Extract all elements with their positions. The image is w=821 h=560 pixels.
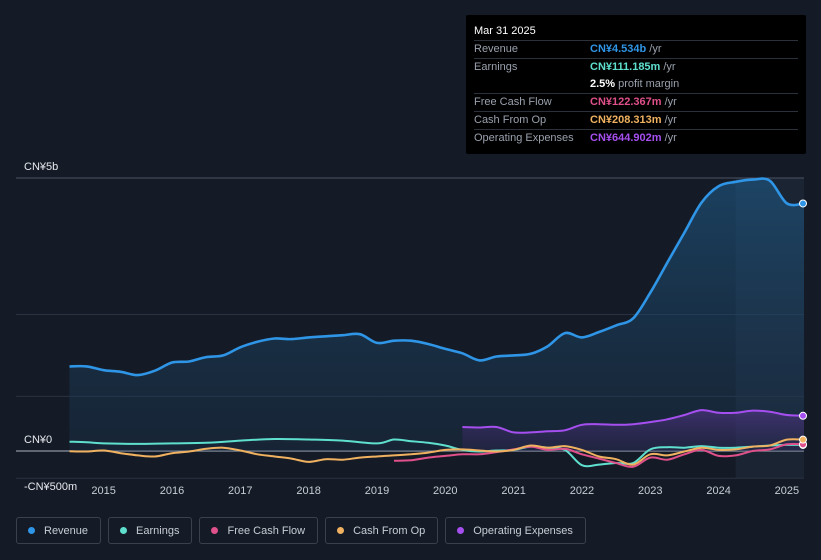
revenue-area <box>69 178 804 451</box>
legend-dot-icon <box>211 527 219 534</box>
tooltip-row-value: CN¥4.534b <box>590 43 647 55</box>
operating-expenses-line <box>462 409 805 434</box>
tooltip-row-value: CN¥111.185m <box>590 61 661 73</box>
tooltip-row-suffix: /yr <box>663 61 676 73</box>
x-tick-label: 2022 <box>569 485 595 497</box>
x-tick-label: 2018 <box>296 485 321 497</box>
legend-dot-icon <box>120 527 128 534</box>
y-tick-label: CN¥5b <box>24 161 59 173</box>
series-lines <box>69 177 805 468</box>
legend-item-revenue[interactable]: Revenue <box>16 517 102 544</box>
legend-dot-icon <box>457 527 465 534</box>
legend-label: Earnings <box>136 524 180 537</box>
cash-from-op-endpoint <box>799 435 807 444</box>
legend-label: Free Cash Flow <box>227 524 306 537</box>
tooltip-row-value: CN¥644.902m <box>590 132 662 144</box>
legend-dot-icon <box>337 527 345 534</box>
free-cash-flow-line <box>393 442 805 468</box>
tooltip-row-suffix: /yr <box>649 43 662 55</box>
tooltip-row-suffix: /yr <box>664 132 677 144</box>
operating-expenses-endpoint <box>799 411 807 420</box>
x-tick-label: 2020 <box>433 485 458 497</box>
tooltip-row-label <box>474 76 590 93</box>
x-tick-label: 2019 <box>364 485 390 497</box>
tooltip-row-suffix: profit margin <box>618 78 680 90</box>
tooltip-row: Operating Expenses CN¥644.902m/yr <box>474 129 798 147</box>
tooltip-row: 2.5% profit margin <box>474 76 798 93</box>
tooltip-row-label: Cash From Op <box>474 114 547 126</box>
tooltip-row-suffix: /yr <box>664 96 677 108</box>
tooltip-row-value: 2.5% <box>590 78 616 90</box>
operating-expenses-area <box>462 410 804 451</box>
tooltip-date: Mar 31 2025 <box>474 25 536 37</box>
tooltip-row: Free Cash Flow CN¥122.367m/yr <box>474 93 798 111</box>
cash-from-op-line <box>69 438 805 466</box>
legend-item-earnings[interactable]: Earnings <box>108 517 193 544</box>
data-tooltip: Mar 31 2025 Revenue CN¥4.534b/yr Earnings C… <box>466 15 806 154</box>
revenue-endpoint <box>799 199 807 208</box>
x-tick-label: 2016 <box>159 485 185 497</box>
legend-item-free-cash-flow[interactable]: Free Cash Flow <box>199 517 319 544</box>
chart-legend: Revenue Earnings Free Cash Flow Cash From O… <box>16 517 586 544</box>
legend-item-operating-expenses[interactable]: Operating Expenses <box>445 517 586 544</box>
x-tick-label: 2021 <box>501 485 526 497</box>
x-tick-label: 2024 <box>706 485 731 497</box>
x-tick-label: 2023 <box>638 485 663 497</box>
legend-item-cash-from-op[interactable]: Cash From Op <box>325 517 439 544</box>
legend-dot-icon <box>28 527 35 534</box>
series-areas <box>69 178 804 451</box>
x-tick-label: 2025 <box>774 485 800 497</box>
legend-label: Revenue <box>44 524 89 537</box>
tooltip-row-label: Earnings <box>474 61 518 73</box>
legend-label: Cash From Op <box>353 524 426 537</box>
tooltip-row: Cash From Op CN¥208.313m/yr <box>474 111 798 129</box>
tooltip-row-value: CN¥122.367m <box>590 96 662 108</box>
tooltip-row-label: Operating Expenses <box>474 132 574 144</box>
x-tick-label: 2015 <box>91 485 116 497</box>
x-tick-label: 2017 <box>228 485 253 497</box>
series-endpoints <box>799 199 807 449</box>
tooltip-row-label: Free Cash Flow <box>474 96 552 108</box>
tooltip-row: Earnings CN¥111.185m/yr <box>474 58 798 76</box>
tooltip-row-suffix: /yr <box>664 114 677 126</box>
legend-label: Operating Expenses <box>473 524 573 537</box>
tooltip-row: Revenue CN¥4.534b/yr <box>474 40 798 58</box>
y-tick-label: CN¥0 <box>24 434 53 446</box>
revenue-line <box>69 177 805 377</box>
tooltip-row-value: CN¥208.313m <box>590 114 662 126</box>
y-tick-label: -CN¥500m <box>24 481 78 494</box>
tooltip-row-label: Revenue <box>474 43 519 55</box>
